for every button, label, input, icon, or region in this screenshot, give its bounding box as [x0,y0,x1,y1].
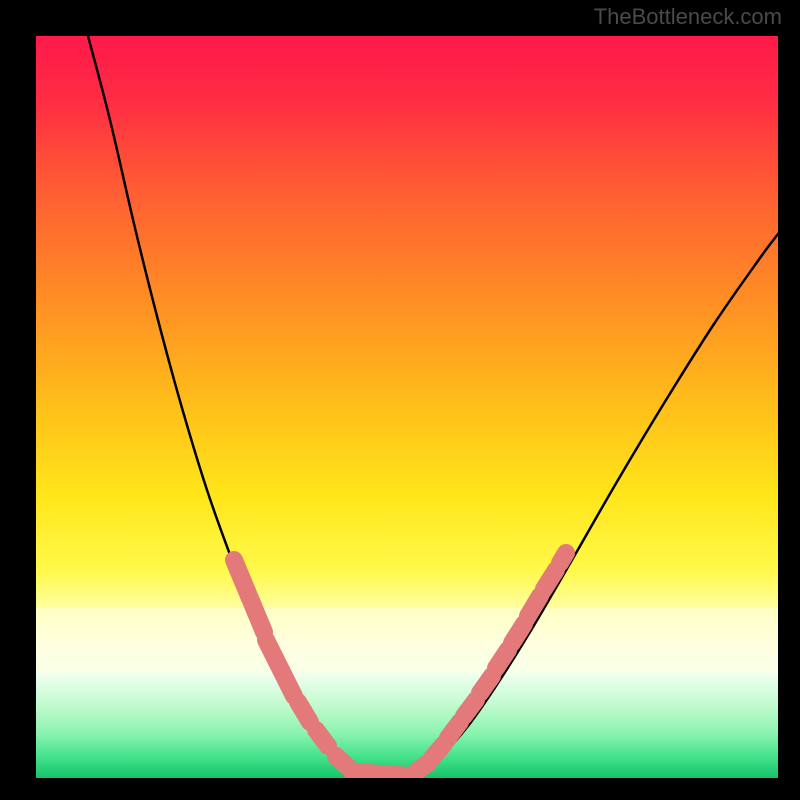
marker-capsule [298,702,310,722]
marker-capsule [464,700,476,716]
marker-capsule [432,744,444,758]
bottleneck-chart: TheBottleneck.com [0,0,800,800]
marker-capsule [560,553,566,563]
marker-capsule [496,650,508,668]
watermark-text: TheBottleneck.com [594,4,782,29]
marker-capsule [316,730,328,746]
marker-capsule [448,722,460,738]
highlight-band [36,607,778,674]
marker-capsule [352,772,410,776]
marker-capsule [544,570,556,589]
marker-capsule [480,676,492,693]
marker-capsule [512,624,524,643]
marker-capsule [528,596,540,616]
